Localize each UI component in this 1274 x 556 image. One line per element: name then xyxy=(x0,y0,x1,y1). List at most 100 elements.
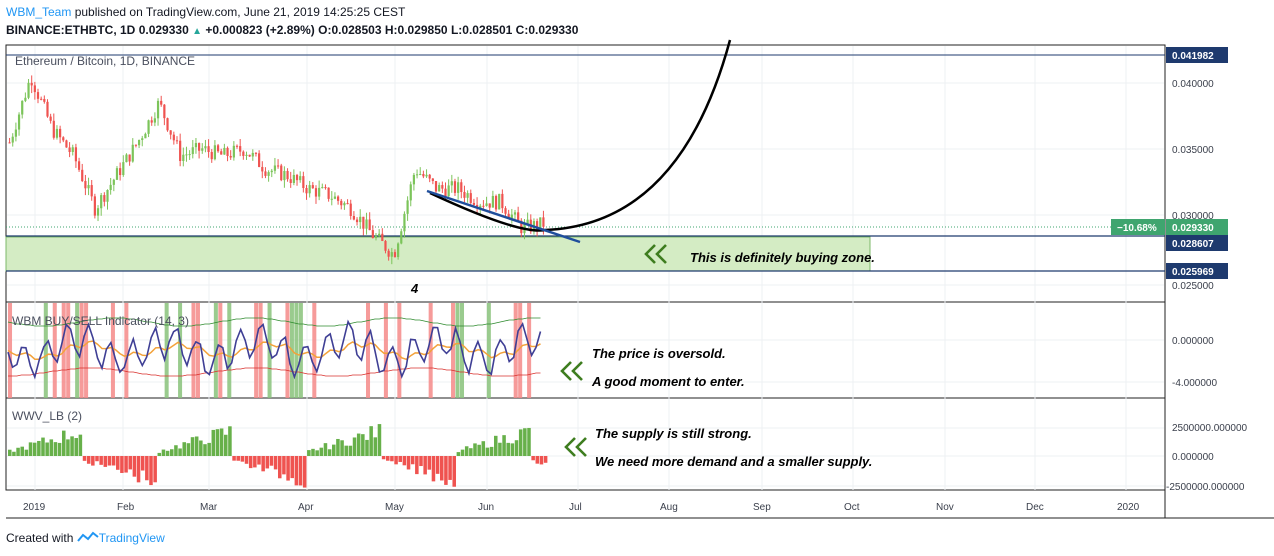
volume-bar xyxy=(136,456,141,483)
sell-signal-bar xyxy=(66,303,71,398)
candle xyxy=(403,213,406,232)
buy-signal-bar xyxy=(298,303,303,398)
tradingview-logo-icon xyxy=(76,531,99,542)
candle xyxy=(378,233,381,236)
volume-bar xyxy=(448,456,452,480)
volume-bar xyxy=(161,449,166,456)
volume-bar xyxy=(506,442,510,456)
sell-signal-bar xyxy=(366,303,371,398)
brand-link[interactable]: TradingView xyxy=(98,531,165,545)
volume-bar xyxy=(28,442,33,456)
volume-bar xyxy=(481,441,486,456)
candle xyxy=(422,173,425,177)
volume-bar xyxy=(535,456,540,464)
candle xyxy=(479,205,482,209)
volume-bar xyxy=(427,456,432,470)
candle xyxy=(444,188,447,197)
footer: Created with TradingView xyxy=(6,531,165,545)
candle xyxy=(539,217,542,230)
y-tick: -2500000.000000 xyxy=(1166,482,1245,493)
candle xyxy=(504,208,507,214)
candle xyxy=(210,151,213,160)
candle xyxy=(431,178,434,182)
volume-bar xyxy=(199,440,203,456)
volume-bar xyxy=(95,456,99,462)
candle xyxy=(40,98,43,100)
indicator-title: WBM BUY/SELL Indicator (14, 3) xyxy=(12,314,189,328)
candle xyxy=(131,144,134,162)
tag-current xyxy=(1166,219,1228,235)
candle xyxy=(352,216,355,220)
x-tick: Aug xyxy=(660,502,678,513)
candle xyxy=(324,187,327,189)
candle xyxy=(201,148,204,151)
volume-bar xyxy=(485,447,490,456)
volume-bar xyxy=(278,456,282,479)
candle xyxy=(71,147,74,152)
volume-bar xyxy=(224,434,228,456)
candle xyxy=(150,120,153,123)
volume-bar xyxy=(203,444,207,456)
volume-bar xyxy=(78,434,83,456)
candle xyxy=(280,165,283,181)
volume-bar xyxy=(514,440,519,456)
candle xyxy=(68,147,71,152)
candle xyxy=(488,203,491,208)
candle xyxy=(289,179,292,183)
indicator-note-1: The price is oversold. xyxy=(592,346,726,361)
candle xyxy=(501,193,504,209)
volume-bar xyxy=(381,456,386,460)
candle xyxy=(359,216,362,223)
candle xyxy=(242,151,245,156)
volume-bar xyxy=(469,448,473,456)
tag-zone-top-text: 0.028607 xyxy=(1172,239,1214,250)
tag-top-line-text: 0.041982 xyxy=(1172,51,1214,62)
volume-histogram xyxy=(8,424,548,488)
y-tick: 2500000.000000 xyxy=(1172,423,1248,434)
volume-bar xyxy=(323,443,328,456)
sell-signal-bar xyxy=(191,303,196,398)
volume-bar xyxy=(311,448,315,456)
volume-bar xyxy=(190,437,195,456)
tag-zone-top xyxy=(1166,235,1228,251)
double-chevron-left-icon xyxy=(644,244,667,264)
volume-bar xyxy=(149,456,153,486)
volume-bar xyxy=(228,426,232,456)
buying-zone[interactable] xyxy=(5,236,871,272)
volume-bar xyxy=(502,435,506,456)
sell-signal-bar xyxy=(518,303,523,398)
candle xyxy=(207,146,210,152)
buy-signal-bar xyxy=(294,303,299,398)
author-link[interactable]: WBM_Team xyxy=(6,5,72,19)
volume-bar xyxy=(419,456,423,467)
candle xyxy=(11,136,14,143)
volume-bar xyxy=(219,428,224,456)
candle xyxy=(172,134,175,141)
volume-bar xyxy=(494,435,498,456)
volume-bar xyxy=(120,456,124,473)
candle xyxy=(185,154,188,156)
ohlc-close-label: C: xyxy=(515,23,529,37)
candle xyxy=(517,212,520,221)
ohlc-close: 0.029330 xyxy=(528,23,579,37)
candle xyxy=(112,179,115,185)
y-tick: 0.040000 xyxy=(1172,79,1214,90)
candle xyxy=(14,129,18,137)
zone-note: This is definitely buying zone. xyxy=(690,250,875,265)
x-tick: Sep xyxy=(753,502,771,513)
volume-bar xyxy=(510,443,515,456)
ohlc-high-label: H: xyxy=(384,23,398,37)
volume-bar xyxy=(53,442,58,456)
x-tick: Oct xyxy=(844,502,860,513)
volume-bar xyxy=(290,456,294,479)
ohlc-low-label: L: xyxy=(450,23,463,37)
buy-signal-bar xyxy=(486,303,491,398)
x-tick: Mar xyxy=(200,502,218,513)
volume-bar xyxy=(269,456,274,466)
volume-bar xyxy=(82,456,87,461)
volume-bar xyxy=(178,448,182,456)
candle xyxy=(46,101,49,117)
candle xyxy=(491,195,494,208)
volume-bar xyxy=(70,436,74,456)
